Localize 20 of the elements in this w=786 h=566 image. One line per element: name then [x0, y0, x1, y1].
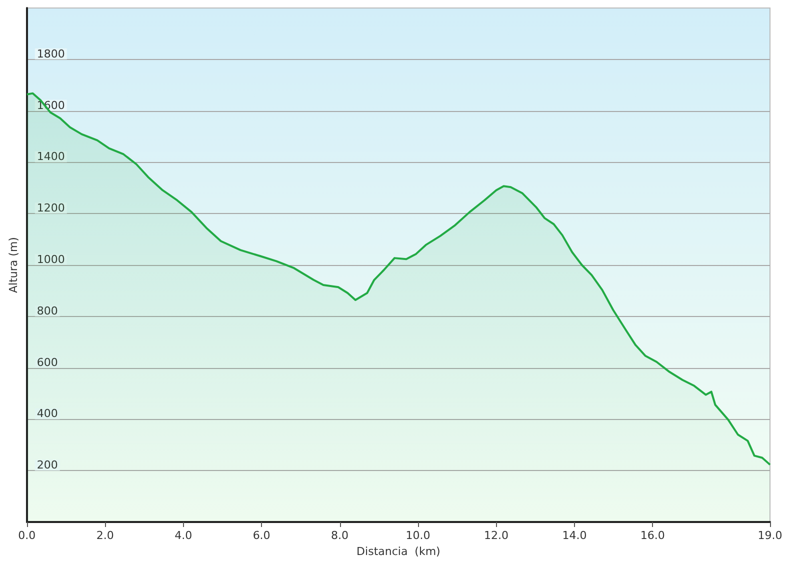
- y-tick-label: 800: [36, 304, 58, 318]
- y-tick-label: 1800: [36, 47, 65, 60]
- x-tick-label: 6.0: [252, 529, 270, 542]
- x-axis-title: Distancia (km): [356, 545, 440, 558]
- x-tick-label: 4.0: [174, 529, 192, 542]
- x-tick-label: 0.0: [18, 529, 36, 542]
- x-tick-label: 14.0: [562, 529, 587, 542]
- x-tick-label: 2.0: [96, 529, 114, 542]
- x-tick-label: 12.0: [484, 529, 508, 542]
- y-tick-label: 1400: [36, 150, 65, 164]
- x-tick-label: 10.0: [406, 529, 430, 542]
- y-axis-title: Altura (m): [7, 237, 20, 293]
- y-tick-label: 200: [36, 458, 58, 472]
- x-tick-label: 16.0: [640, 529, 665, 542]
- x-tick-label: 19.0: [758, 529, 782, 542]
- y-tick-label: 1200: [36, 202, 65, 215]
- y-tick-label: 1000: [36, 253, 65, 266]
- x-tick-label: 8.0: [331, 529, 349, 542]
- y-tick-label: 600: [36, 356, 58, 369]
- y-tick-label: 400: [36, 407, 58, 420]
